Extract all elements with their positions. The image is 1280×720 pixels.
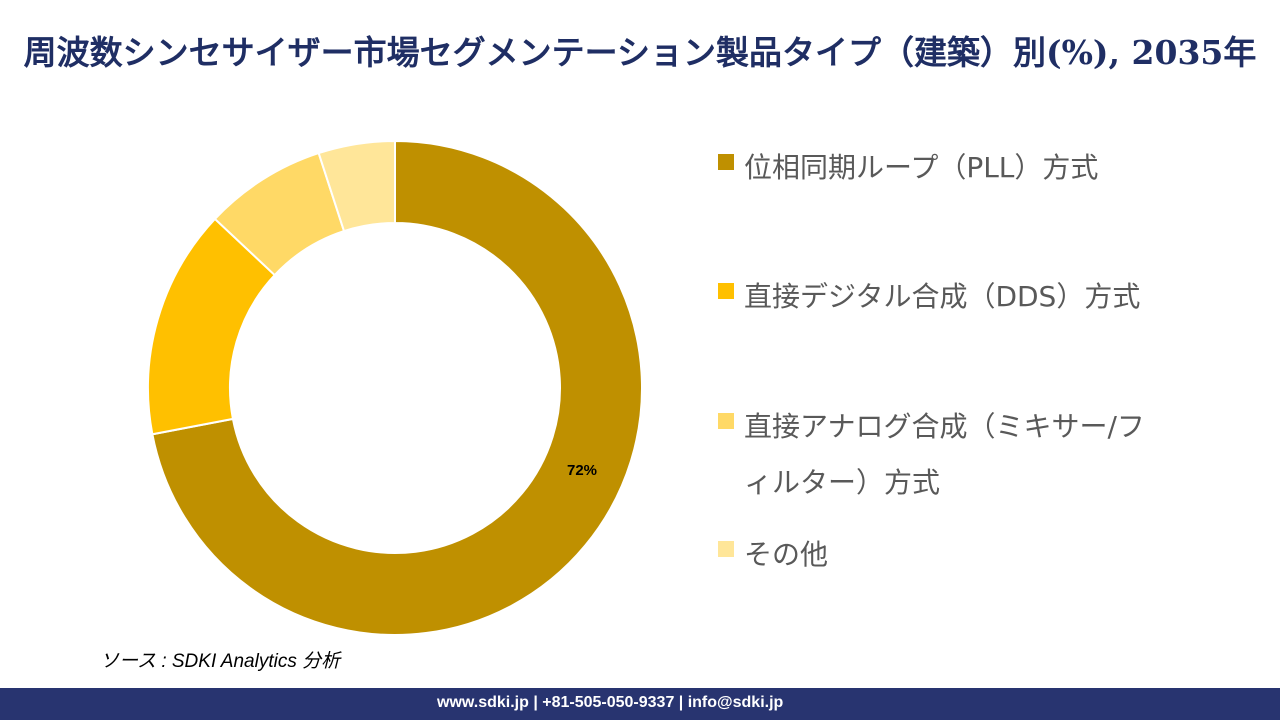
data-label: 72%: [567, 462, 597, 479]
legend-swatch: [718, 154, 734, 170]
legend-item-pll: 位相同期ループ（PLL）方式: [718, 140, 1188, 196]
chart-title: 周波数シンセサイザー市場セグメンテーション製品タイプ（建築）別(%), 2035…: [23, 33, 1257, 72]
legend-label: 直接デジタル合成（DDS）方式: [744, 280, 1141, 313]
legend-item-analog: 直接アナログ合成（ミキサー/フィルター）方式: [718, 399, 1188, 511]
donut-slice-3: [317, 139, 396, 233]
legend-label: その他: [744, 538, 829, 571]
source-note: ソース : SDKI Analytics 分析: [100, 651, 341, 672]
legend-label: 位相同期ループ（PLL）方式: [744, 151, 1099, 184]
legend-swatch: [718, 413, 734, 429]
legend-swatch: [718, 283, 734, 299]
legend-item-other: その他: [718, 527, 1188, 583]
legend-item-dds: 直接デジタル合成（DDS）方式: [718, 269, 1188, 325]
legend-label: 直接アナログ合成（ミキサー/フィルター）方式: [744, 410, 1145, 499]
footer-contact: www.sdki.jp | +81-505-050-9337 | info@sd…: [437, 694, 784, 711]
legend-swatch: [718, 541, 734, 557]
donut-slice-0: [151, 139, 643, 636]
footer-bar: www.sdki.jp | +81-505-050-9337 | info@sd…: [0, 688, 1280, 720]
